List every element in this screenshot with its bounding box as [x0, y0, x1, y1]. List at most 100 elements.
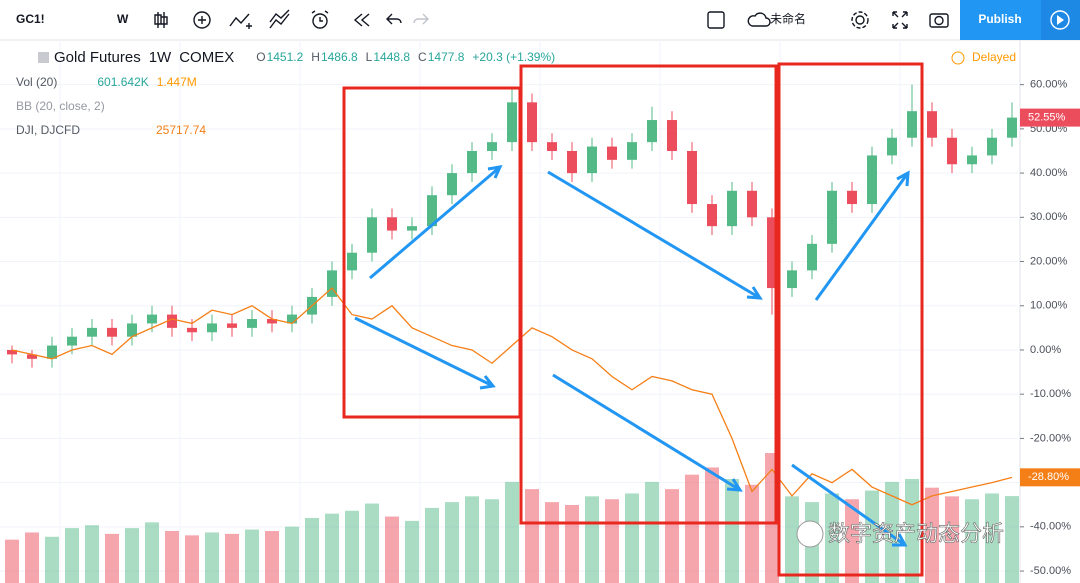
candle-body — [687, 150, 697, 205]
volume-bar — [45, 536, 59, 583]
volume-bar — [785, 496, 799, 583]
arrow — [791, 463, 908, 547]
ohlc-label: H — [311, 50, 320, 64]
candle-body — [47, 345, 57, 359]
templates-icon[interactable] — [269, 9, 290, 29]
candle-body — [387, 217, 397, 231]
volume-bar — [85, 525, 99, 583]
legend-change: +20.3 (+1.39%) — [472, 50, 555, 64]
last-value-label: 52.55% — [1028, 112, 1066, 124]
volume-bar — [925, 487, 939, 583]
volume-bar — [605, 499, 619, 583]
candle-body — [167, 314, 177, 328]
volume-bar — [65, 528, 79, 583]
candle-body — [467, 150, 477, 174]
interval[interactable]: W — [117, 12, 129, 26]
volume-bar — [645, 481, 659, 583]
volume-bar — [105, 533, 119, 583]
undo-icon[interactable] — [386, 13, 402, 25]
volume-bar — [885, 481, 899, 583]
volume-bar — [465, 496, 479, 583]
legend-interval: 1W — [149, 49, 172, 66]
candle-body — [607, 146, 617, 160]
candle-body — [287, 314, 297, 324]
blue-arrows — [354, 165, 910, 547]
publish-label[interactable]: Publish — [978, 12, 1021, 26]
compare-icon[interactable] — [229, 13, 252, 29]
legend: Gold Futures 1W COMEX O 1451.2 H 1486.8 L 1448.8… — [16, 49, 1016, 137]
candle-body — [327, 270, 337, 297]
candle-body — [547, 142, 557, 151]
symbol[interactable]: GC1! — [16, 12, 45, 26]
volume-bar — [585, 496, 599, 583]
candle-body — [247, 319, 257, 328]
candle-body — [27, 354, 37, 359]
layout-name[interactable]: 未命名 — [770, 11, 806, 26]
candle-body — [827, 190, 837, 244]
volume-value: 601.642K — [97, 75, 148, 89]
symbol-icon — [38, 52, 49, 63]
play-triangle — [1057, 15, 1064, 25]
toolbar-icons — [154, 9, 949, 29]
annotations — [342, 62, 924, 577]
candle-body — [887, 137, 897, 156]
study-name: BB (20, close, 2) — [16, 99, 105, 113]
candles-icon[interactable] — [154, 12, 168, 28]
volume-bar — [385, 516, 399, 583]
ohlc-label: C — [418, 50, 427, 64]
expand-icon[interactable] — [892, 11, 908, 29]
y-tick-label: 60.00% — [1030, 79, 1068, 91]
volume-bar — [945, 496, 959, 583]
snapshot-icon[interactable] — [929, 13, 949, 28]
plus — [198, 16, 206, 24]
volume-bar — [165, 531, 179, 583]
volume-bar — [185, 535, 199, 583]
volume-bar — [425, 507, 439, 583]
volume-bar — [345, 510, 359, 583]
last-value-label: -28.80% — [1028, 471, 1069, 483]
redo-icon[interactable] — [413, 13, 429, 25]
toolbar-bg — [0, 0, 1080, 40]
study-name: DJI, DJCFD — [16, 123, 80, 137]
candle-body — [927, 111, 937, 138]
volume-bar — [205, 532, 219, 583]
indicator-icon[interactable] — [193, 11, 211, 29]
alert-icon[interactable] — [312, 13, 328, 29]
volume-bar — [565, 505, 579, 583]
candle-body — [587, 146, 597, 174]
ohlc-value: 1451.2 — [267, 50, 304, 64]
replay-icon[interactable] — [353, 13, 370, 27]
volume-bar — [125, 528, 139, 583]
candle-body — [487, 142, 497, 151]
volume-bar — [625, 493, 639, 583]
settings-icon[interactable] — [855, 15, 865, 25]
candle-body — [447, 173, 457, 196]
candle-body — [107, 327, 117, 337]
candle-body — [507, 102, 517, 143]
plot: 52.55% -28.80% — [5, 84, 1080, 583]
y-tick-label: 40.00% — [1030, 167, 1068, 179]
y-tick-label: 20.00% — [1030, 255, 1068, 267]
volume-bar — [685, 474, 699, 583]
fullscreen-box-icon[interactable] — [707, 11, 725, 29]
ohlc-value: 1448.8 — [373, 50, 410, 64]
publish-button[interactable] — [960, 0, 1041, 40]
arrow — [814, 170, 910, 301]
status: Delayed — [972, 50, 1016, 64]
y-tick-label: 10.00% — [1030, 300, 1068, 312]
cloud-icon[interactable] — [747, 12, 771, 27]
volume-bar — [325, 513, 339, 583]
candle-body — [767, 217, 777, 289]
volume-bar — [225, 533, 239, 583]
volume-bar — [845, 499, 859, 583]
candle-body — [1007, 117, 1017, 138]
volume-bar — [445, 502, 459, 583]
candle-body — [527, 102, 537, 143]
candle-body — [747, 190, 757, 218]
candle-body — [967, 155, 977, 165]
volume-bar — [305, 518, 319, 583]
volume-bar — [245, 529, 259, 583]
dji-value: 25717.74 — [156, 123, 206, 137]
arrow — [552, 373, 743, 492]
volume-bar — [865, 490, 879, 583]
